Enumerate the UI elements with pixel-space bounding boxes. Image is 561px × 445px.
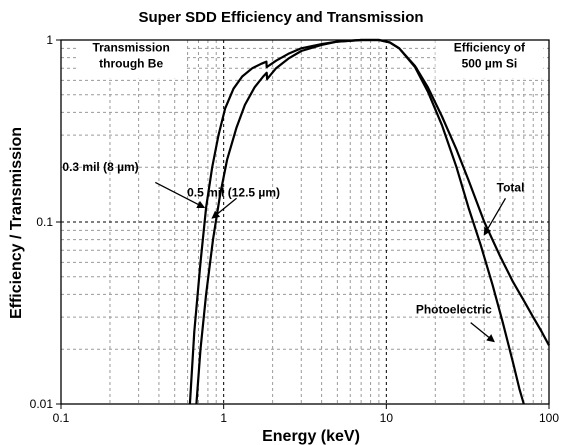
annotation-arrow	[483, 197, 507, 236]
chart-title: Super SDD Efficiency and Transmission	[138, 9, 423, 26]
x-tick-label: 1	[220, 411, 227, 425]
x-tick-label: 0.1	[53, 411, 70, 425]
annotation-arrow	[211, 197, 237, 219]
y-axis-label: Efficiency / Transmission	[8, 127, 25, 319]
annotation-text: 500 µm Si	[462, 57, 518, 71]
y-tick-label: 0.1	[36, 215, 53, 229]
grid	[61, 40, 549, 404]
annotation-text: Transmission	[92, 41, 169, 55]
y-tick-label: 1	[46, 33, 53, 47]
y-tick-label: 0.01	[30, 397, 54, 411]
annotation-text: through Be	[99, 57, 163, 71]
x-tick-label: 10	[380, 411, 394, 425]
annotation-arrow	[155, 181, 206, 209]
series-line-2	[195, 38, 525, 405]
annotation-text: Efficiency of	[454, 41, 526, 55]
x-axis-label: Energy (keV)	[262, 428, 360, 445]
annotation-text: 0.5 mil (12.5 µm)	[187, 186, 280, 200]
annotation-text: Photoelectric	[416, 303, 492, 317]
x-tick-label: 100	[539, 411, 559, 425]
plot-area	[61, 40, 549, 404]
annotation-arrow	[470, 322, 495, 343]
annotation-text: 0.3 mil (8 µm)	[62, 160, 138, 174]
annotation-text: Total	[497, 180, 525, 194]
plot-lines	[188, 38, 550, 405]
